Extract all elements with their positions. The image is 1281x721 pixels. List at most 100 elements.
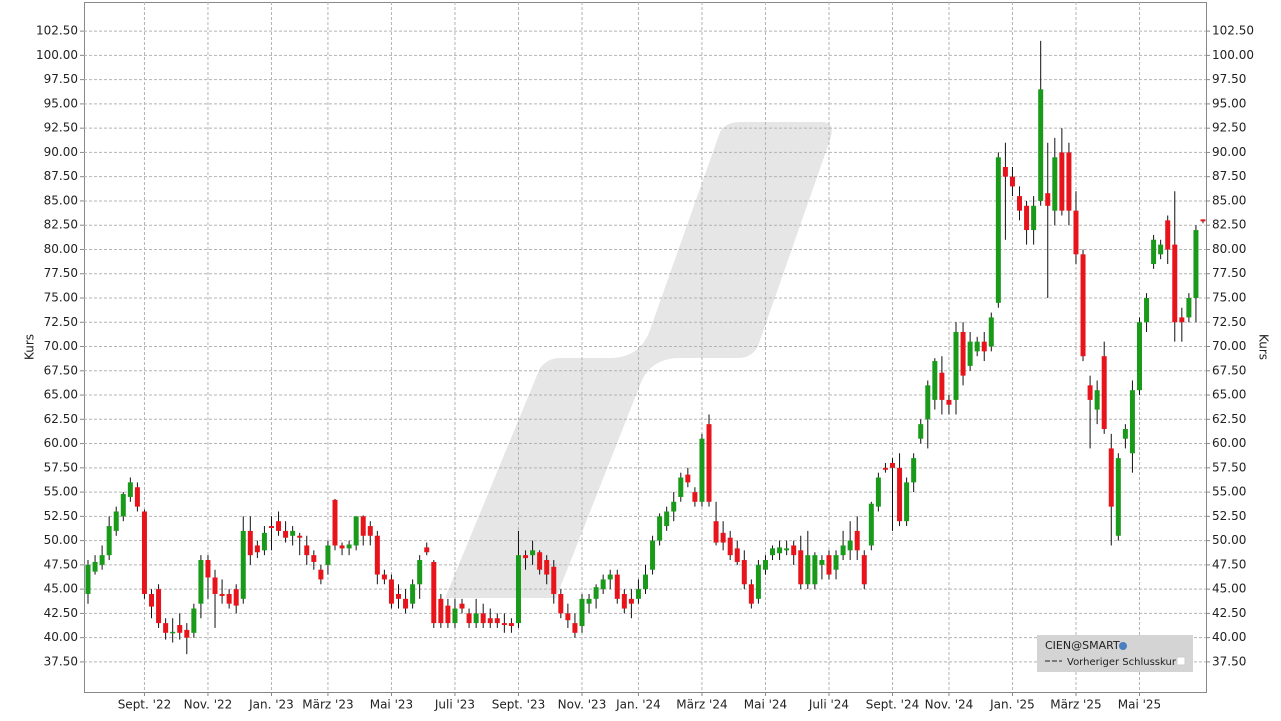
candle-body — [671, 501, 677, 512]
x-tick-label: Mai '24 — [744, 698, 787, 712]
y-tick-label: 85.00 — [44, 193, 78, 207]
legend-item: Vorheriger Schlusskurs — [1067, 657, 1181, 668]
y-tick-label: 72.50 — [44, 315, 78, 329]
y2-tick-label: 70.00 — [1212, 339, 1246, 353]
candle-body — [367, 526, 373, 536]
y2-tick-label: 42.50 — [1212, 606, 1246, 620]
candle-body — [466, 613, 472, 624]
candles — [85, 40, 1206, 655]
candle-body — [276, 521, 282, 531]
y-tick-label: 52.50 — [44, 509, 78, 523]
candle-body — [657, 516, 663, 541]
candle-body — [1094, 390, 1100, 410]
candle-body — [861, 555, 867, 585]
candle-body — [177, 625, 183, 633]
candle-body — [904, 482, 910, 522]
candle-body — [925, 385, 931, 420]
candle-body — [1009, 176, 1015, 187]
candle-body — [431, 561, 437, 624]
candle-body — [360, 516, 366, 536]
y2-tick-label: 67.50 — [1212, 363, 1246, 377]
candle-body — [268, 526, 274, 528]
candle-body — [1101, 356, 1107, 430]
candle-body — [600, 579, 606, 590]
candle-body — [805, 555, 811, 585]
legend-checkbox[interactable] — [1176, 656, 1186, 666]
candle-body — [614, 574, 620, 599]
legend-icon — [1119, 642, 1127, 650]
y-tick-label: 97.50 — [44, 72, 78, 86]
x-tick-label: Nov. '24 — [925, 698, 974, 712]
candle-body — [247, 530, 253, 556]
x-tick-label: Nov. '23 — [558, 698, 607, 712]
candle-body — [1186, 297, 1192, 318]
y-tick-label: 95.00 — [44, 96, 78, 110]
candle-body — [932, 361, 938, 400]
candle-body — [741, 560, 747, 585]
candle-body — [720, 532, 726, 543]
candle-body — [438, 598, 444, 624]
candle-body — [579, 598, 585, 627]
candle-body — [897, 467, 903, 522]
candle-body — [650, 540, 656, 570]
candle-body — [311, 555, 317, 562]
candle-body — [664, 511, 670, 527]
x-tick-label: Sept. '24 — [866, 698, 920, 712]
candle-body — [960, 331, 966, 376]
y2-tick-label: 62.50 — [1212, 412, 1246, 426]
candle-body — [812, 555, 818, 585]
candle-body — [1122, 429, 1128, 439]
candle-body — [127, 482, 133, 497]
candle-body — [290, 530, 296, 536]
y2-tick-label: 97.50 — [1212, 72, 1246, 86]
y-tick-label: 100.00 — [36, 48, 78, 62]
candle-body — [198, 560, 204, 604]
candle-body — [544, 560, 550, 575]
candle-body — [727, 537, 733, 556]
candle-body — [995, 157, 1001, 303]
candle-body — [240, 530, 246, 599]
candle-body — [339, 545, 345, 549]
y-axis-label: Kurs — [23, 334, 37, 360]
y2-tick-label: 100.00 — [1212, 48, 1254, 62]
candle-body — [770, 548, 776, 556]
candle-body — [946, 399, 952, 405]
candle-body — [1193, 230, 1199, 298]
candle-body — [1165, 220, 1171, 250]
candle-body — [762, 560, 768, 570]
candle-body — [1073, 210, 1079, 255]
y2-tick-label: 102.50 — [1212, 24, 1254, 38]
candle-body — [847, 540, 853, 551]
y-tick-label: 55.00 — [44, 485, 78, 499]
candle-body — [833, 555, 839, 570]
candle-body — [205, 560, 211, 578]
candle-body — [621, 593, 627, 609]
candle-body — [1200, 219, 1206, 222]
candle-body — [487, 618, 493, 624]
y-tick-label: 37.50 — [44, 654, 78, 668]
y2-tick-label: 37.50 — [1212, 654, 1246, 668]
candle-body — [141, 511, 147, 594]
candle-body — [149, 593, 155, 607]
y-tick-label: 87.50 — [44, 169, 78, 183]
y-tick-label: 80.00 — [44, 242, 78, 256]
candle-body — [134, 487, 140, 507]
y-tick-label: 77.50 — [44, 266, 78, 280]
y2-tick-label: 65.00 — [1212, 388, 1246, 402]
y2-tick-label: 47.50 — [1212, 557, 1246, 571]
candle-body — [254, 545, 260, 553]
candle-body — [388, 579, 394, 604]
candle-body — [226, 593, 232, 604]
candle-body — [607, 574, 613, 580]
candle-body — [304, 545, 310, 556]
candle-body — [692, 492, 698, 502]
y2-tick-label: 50.00 — [1212, 533, 1246, 547]
candle-body — [297, 535, 303, 538]
candle-body — [918, 424, 924, 439]
candle-body — [523, 555, 529, 559]
candle-body — [1031, 205, 1037, 231]
y-tick-label: 50.00 — [44, 533, 78, 547]
candle-body — [798, 550, 804, 585]
candle-body — [586, 598, 592, 604]
candle-body — [233, 589, 239, 606]
